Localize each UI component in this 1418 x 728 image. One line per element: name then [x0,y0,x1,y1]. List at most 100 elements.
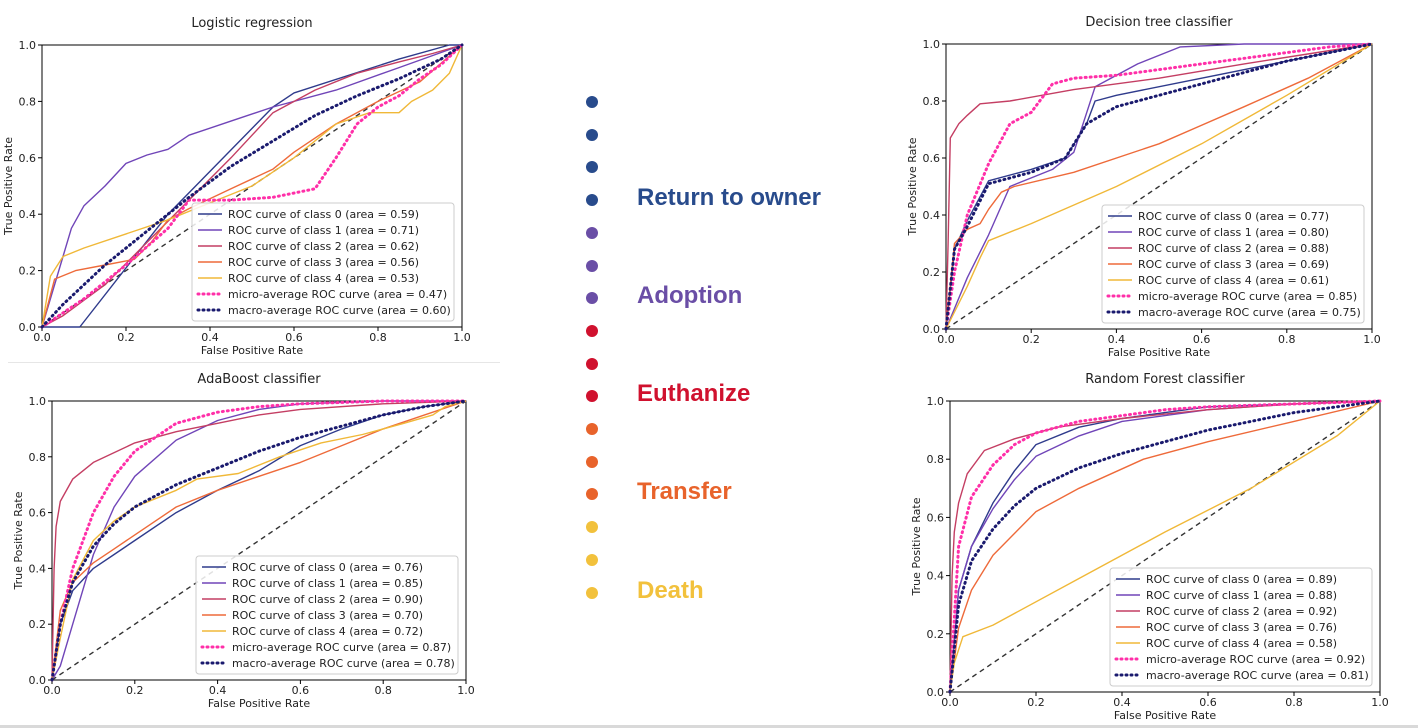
x-tick-label: 1.0 [453,331,471,344]
legend-entry: ROC curve of class 4 (area = 0.53) [228,272,419,285]
legend-entry: ROC curve of class 2 (area = 0.92) [1146,605,1337,618]
y-tick-label: 0.4 [29,562,47,575]
legend-entry: ROC curve of class 3 (area = 0.70) [232,609,423,622]
bottom-bar [0,725,1418,728]
legend-entry: micro-average ROC curve (area = 0.92) [1146,653,1365,666]
key-dot [586,521,598,534]
roc-series-line-macro [50,399,468,682]
y-tick-label: 0.0 [29,674,47,687]
key-dot [586,128,598,141]
legend-entry: micro-average ROC curve (area = 0.87) [232,641,451,654]
chance-diagonal-line [949,400,1381,693]
x-tick-label: 0.0 [937,333,955,346]
x-axis-label: False Positive Rate [1108,346,1210,359]
key-dot [586,455,598,468]
x-tick-label: 0.4 [1113,696,1131,709]
y-tick-label: 0.6 [927,511,945,524]
roc-series-line-class_4 [51,400,467,681]
roc-series-line-class_3 [41,44,463,328]
roc-series-line-micro [944,42,1374,331]
key-dot [586,324,598,337]
key-dot [586,423,598,435]
legend-entry: ROC curve of class 0 (area = 0.89) [1146,573,1337,586]
key-dot [586,226,598,239]
legend-entry: macro-average ROC curve (area = 0.75) [1138,306,1361,319]
y-tick-label: 0.2 [923,266,941,279]
y-tick-label: 0.2 [29,618,47,631]
y-tick-label: 1.0 [29,395,47,408]
key-label-adoption: Adoption [637,282,743,310]
roc-series-line-class_1 [51,400,466,681]
legend-entry: ROC curve of class 1 (area = 0.80) [1138,226,1329,239]
key-label-euthanize: Euthanize [637,380,751,408]
roc-series-line-class_3 [949,400,1381,693]
y-axis-label: True Positive Rate [12,491,25,590]
legend-entry: micro-average ROC curve (area = 0.85) [1138,290,1357,303]
legend-box [195,555,459,675]
chance-diagonal-line [41,44,463,328]
x-tick-label: 1.0 [1371,696,1389,709]
legend-entry: ROC curve of class 2 (area = 0.88) [1138,242,1329,255]
legend-entry: macro-average ROC curve (area = 0.60) [228,304,451,317]
roc-series-line-class_2 [41,44,463,328]
y-tick-label: 0.6 [19,152,37,165]
key-dot [586,161,598,174]
y-tick-label: 0.6 [923,152,941,165]
roc-series-line-class_0 [42,44,462,328]
y-tick-label: 0.0 [923,323,941,336]
x-tick-label: 0.8 [1278,333,1296,346]
legend-entry: ROC curve of class 1 (area = 0.85) [232,577,423,590]
key-dot [586,292,598,305]
legend-entry: ROC curve of class 3 (area = 0.69) [1138,258,1329,271]
roc-series-line-macro [944,42,1374,331]
roc-series-line-micro [50,399,468,682]
y-tick-label: 0.8 [19,95,37,108]
legend-box [1101,204,1365,324]
x-tick-label: 0.6 [1199,696,1217,709]
x-tick-label: 0.4 [201,331,219,344]
y-tick-label: 0.2 [927,628,945,641]
roc-series-line-class_1 [41,44,463,328]
roc-series-line-class_4 [41,44,463,328]
roc-series-line-class_0 [945,43,1373,330]
y-tick-label: 0.4 [923,209,941,222]
legend-box [191,202,455,322]
chart-title: Random Forest classifier [1085,372,1245,387]
key-dot [586,586,598,599]
plot-frame [51,400,467,681]
x-tick-label: 0.8 [1285,696,1303,709]
y-tick-label: 0.4 [927,570,945,583]
y-tick-label: 1.0 [923,38,941,51]
x-tick-label: 1.0 [457,684,475,697]
x-tick-label: 0.8 [374,684,392,697]
y-tick-label: 0.0 [19,321,37,334]
x-tick-label: 0.2 [1027,696,1045,709]
key-label-transfer: Transfer [637,478,732,506]
roc-series-line-class_3 [51,400,467,681]
x-tick-label: 0.0 [941,696,959,709]
chart-title: Decision tree classifier [1085,15,1233,30]
roc-series-line-class_1 [945,43,1372,330]
key-dot [586,259,598,272]
roc-series-line-class_1 [949,400,1381,693]
legend-entry: ROC curve of class 2 (area = 0.62) [228,240,419,253]
legend-entry: ROC curve of class 0 (area = 0.59) [228,208,419,221]
roc-series-line-class_2 [949,400,1381,693]
x-tick-label: 1.0 [1363,333,1381,346]
roc-series-line-class_4 [945,43,1373,330]
y-axis-label: True Positive Rate [906,137,919,236]
legend-entry: macro-average ROC curve (area = 0.81) [1146,669,1369,682]
roc-series-line-class_2 [51,400,467,681]
roc-series-line-macro [948,399,1382,694]
roc-series-line-class_4 [949,400,1381,693]
legend-entry: micro-average ROC curve (area = 0.47) [228,288,447,301]
y-tick-label: 0.8 [923,95,941,108]
legend-entry: macro-average ROC curve (area = 0.78) [232,657,455,670]
x-axis-label: False Positive Rate [201,344,303,357]
roc-series-line-class_3 [945,43,1373,330]
roc-series-line-class_2 [945,43,1373,330]
chart-title: Logistic regression [191,16,312,31]
